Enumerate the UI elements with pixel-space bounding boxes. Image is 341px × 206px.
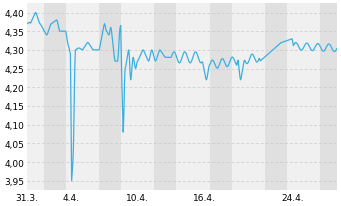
Bar [265, 4, 287, 190]
Bar [176, 4, 210, 190]
Bar [99, 4, 121, 190]
Bar [287, 4, 320, 190]
Bar [320, 4, 337, 190]
Bar [27, 4, 44, 190]
Bar [44, 4, 66, 190]
Bar [121, 4, 154, 190]
Bar [154, 4, 176, 190]
Bar [66, 4, 99, 190]
Bar [232, 4, 265, 190]
Bar [210, 4, 232, 190]
